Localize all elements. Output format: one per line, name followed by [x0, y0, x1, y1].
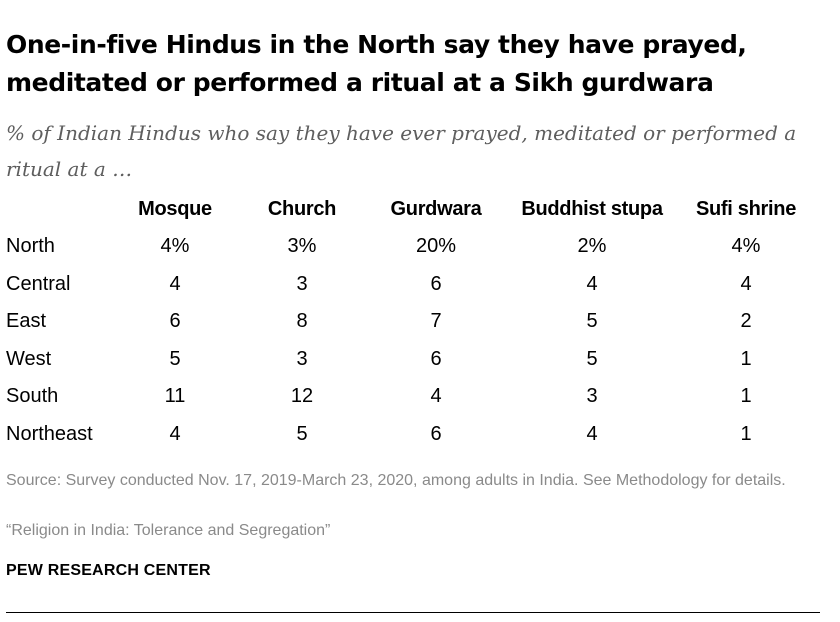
table-cell: 3	[586, 385, 598, 408]
table-cell: 4	[586, 422, 598, 445]
table-cell: 7	[430, 310, 442, 333]
source-note: Source: Survey conducted Nov. 17, 2019-M…	[6, 472, 786, 489]
column-header: Gurdwara	[390, 197, 482, 220]
row-label: Central	[6, 272, 71, 295]
table-cell: 2	[740, 310, 752, 333]
column-header: Church	[267, 197, 337, 220]
table-cell: 11	[164, 385, 186, 408]
row-label: West	[6, 347, 52, 370]
chart-title: One-in-five Hindus in the North say they…	[6, 30, 747, 97]
table-cell: 5	[586, 347, 598, 370]
table-cell: 4	[430, 385, 442, 408]
table-cell: 5	[296, 422, 308, 445]
table-cell: 4%	[160, 235, 190, 258]
column-header: Mosque	[138, 197, 212, 220]
table-cell: 1	[740, 385, 752, 408]
table-row: South 11 12 4 3 1	[0, 378, 820, 416]
row-label: South	[6, 385, 59, 408]
data-table: Mosque Church Gurdwara Buddhist stupa Su…	[0, 190, 820, 453]
row-label-header	[0, 190, 106, 228]
table-cell: 5	[586, 310, 598, 333]
table-cell: 5	[169, 347, 181, 370]
chart-subtitle: % of Indian Hindus who say they have eve…	[6, 121, 797, 181]
table-row: West 5 3 6 5 1	[0, 341, 820, 379]
row-label: Northeast	[6, 422, 93, 445]
table-cell: 6	[430, 347, 442, 370]
table-cell: 4	[169, 422, 181, 445]
table-row: Central 4 3 6 4 4	[0, 266, 820, 304]
table-cell: 6	[430, 422, 442, 445]
row-label: North	[6, 235, 55, 258]
report-title: “Religion in India: Tolerance and Segreg…	[6, 522, 331, 539]
table-row: East 6 8 7 5 2	[0, 303, 820, 341]
table-cell: 2%	[577, 235, 607, 258]
table-cell: 6	[169, 310, 181, 333]
table-cell: 6	[430, 272, 442, 295]
table-cell: 8	[296, 310, 308, 333]
column-header: Buddhist stupa	[521, 197, 663, 220]
table-cell: 3	[296, 272, 308, 295]
row-label: East	[6, 310, 47, 333]
table-cell: 3	[296, 347, 308, 370]
table-cell: 20%	[415, 235, 457, 258]
bottom-divider	[6, 612, 820, 613]
table-cell: 1	[740, 422, 752, 445]
table-cell: 4	[740, 272, 752, 295]
table-row: Northeast 4 5 6 4 1	[0, 416, 820, 454]
table-cell: 4%	[731, 235, 761, 258]
column-header: Sufi shrine	[695, 197, 797, 220]
table-row: North 4% 3% 20% 2% 4%	[0, 228, 820, 266]
header-row: Mosque Church Gurdwara Buddhist stupa Su…	[0, 190, 820, 228]
table-cell: 4	[169, 272, 181, 295]
table-cell: 1	[740, 347, 752, 370]
table-cell: 12	[290, 385, 314, 408]
brand-logo-text: PEW RESEARCH CENTER	[6, 562, 211, 579]
table-cell: 3%	[287, 235, 317, 258]
table-cell: 4	[586, 272, 598, 295]
